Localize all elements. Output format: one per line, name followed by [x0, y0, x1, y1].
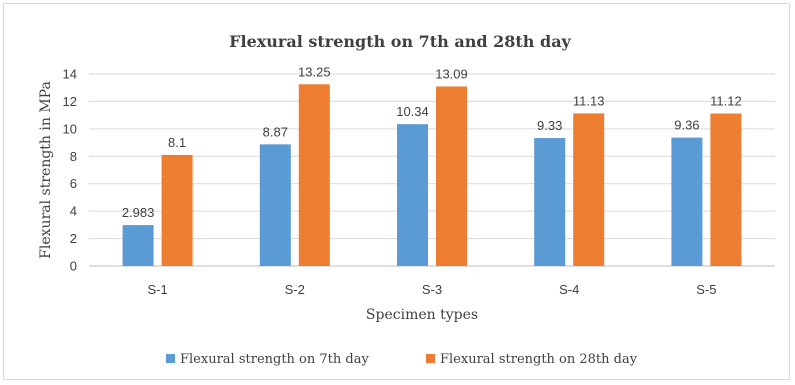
y-tick-label: 6 — [70, 176, 77, 191]
x-tick-label: S-5 — [696, 282, 716, 297]
bar-group-s-1: 2.983 8.1 — [122, 135, 193, 266]
bar — [259, 144, 291, 266]
legend-item: Flexural strength on 7th day — [166, 352, 369, 367]
legend-swatch — [426, 354, 435, 363]
data-label: 9.33 — [537, 118, 562, 133]
y-tick-label: 12 — [63, 94, 77, 109]
y-axis-title: Flexural strength in MPa — [38, 81, 54, 259]
bar — [710, 113, 742, 266]
legend-item: Flexural strength on 28th day — [426, 352, 638, 367]
data-label: 8.1 — [168, 135, 186, 150]
bar — [122, 225, 154, 266]
gridlines — [89, 73, 775, 267]
y-tick-label: 2 — [70, 231, 77, 246]
data-label: 9.36 — [674, 118, 699, 133]
x-axis-ticks: S-1 S-2 S-3 S-4 S-5 — [147, 282, 716, 297]
bar — [298, 84, 330, 267]
data-label: 11.12 — [710, 93, 742, 108]
bar-group-s-4: 9.33 11.13 — [534, 93, 604, 266]
data-label: 13.09 — [435, 66, 468, 81]
x-tick-label: S-1 — [147, 282, 167, 297]
data-label: 10.34 — [396, 104, 429, 119]
y-tick-label: 0 — [70, 259, 77, 274]
bar — [161, 154, 193, 266]
legend-label: Flexural strength on 7th day — [180, 352, 369, 367]
bar — [573, 113, 605, 266]
y-tick-label: 8 — [70, 149, 77, 164]
bar — [534, 138, 566, 266]
data-label: 13.25 — [298, 64, 331, 79]
chart-frame — [3, 3, 790, 380]
bar-group-s-5: 9.36 11.12 — [671, 93, 742, 266]
legend-label: Flexural strength on 28th day — [440, 352, 638, 367]
bar-group-s-3: 10.34 13.09 — [396, 66, 468, 267]
y-tick-label: 10 — [63, 121, 77, 136]
bars: 2.983 8.1 8.87 13.25 10.34 13.09 9.33 11.13 9.36… — [122, 64, 742, 267]
legend: Flexural strength on 7th day Flexural str… — [166, 352, 638, 367]
data-label: 8.87 — [263, 124, 288, 139]
y-tick-label: 4 — [70, 204, 77, 219]
bar — [397, 124, 428, 267]
data-label: 2.983 — [122, 205, 155, 220]
x-tick-label: S-3 — [422, 282, 442, 297]
x-tick-label: S-4 — [559, 282, 579, 297]
bar — [671, 137, 703, 266]
data-label: 11.13 — [573, 93, 605, 108]
chart-title: Flexural strength on 7th and 28th day — [229, 32, 571, 51]
x-axis-title: Specimen types — [366, 307, 478, 323]
y-axis-ticks: 0 2 4 6 8 10 12 14 — [63, 67, 77, 274]
legend-swatch — [166, 354, 175, 363]
y-tick-label: 14 — [63, 67, 77, 82]
bar — [436, 86, 467, 266]
x-tick-label: S-2 — [285, 282, 305, 297]
bar-group-s-2: 8.87 13.25 — [259, 64, 331, 267]
